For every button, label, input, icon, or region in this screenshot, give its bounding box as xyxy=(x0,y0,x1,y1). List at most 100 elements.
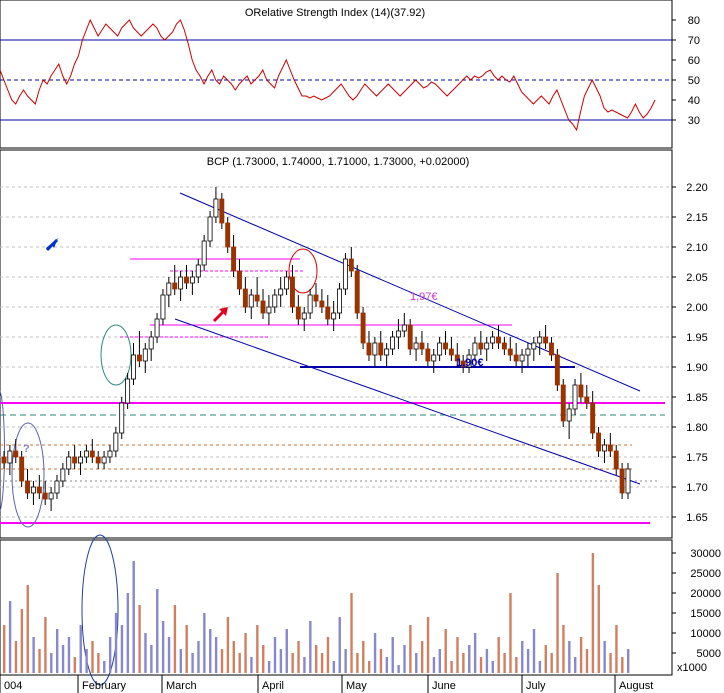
volume-bar xyxy=(367,661,371,673)
price-tick-label: 2.20 xyxy=(686,182,707,194)
candle-up xyxy=(266,306,272,314)
candle-up xyxy=(484,342,490,350)
volume-bar xyxy=(344,649,347,673)
candle-up xyxy=(413,342,419,350)
candle-up xyxy=(372,342,378,356)
rsi-tick-label: 70 xyxy=(688,35,700,47)
candle-down xyxy=(313,294,319,302)
price-tick-label: 2.15 xyxy=(686,212,707,224)
question-mark-label: ? xyxy=(23,443,30,455)
volume-bar xyxy=(3,625,6,673)
volume-bar xyxy=(485,649,489,673)
candle-down xyxy=(1,456,7,464)
volume-bar xyxy=(120,625,124,673)
volume-bar xyxy=(303,657,306,673)
candle-down xyxy=(36,486,42,494)
level-190-label: 1,90€ xyxy=(456,357,484,369)
candle-down xyxy=(584,396,590,404)
candle-down xyxy=(354,270,360,314)
volume-bar xyxy=(350,593,353,673)
volume-bar xyxy=(338,617,341,673)
volume-bar xyxy=(256,625,259,673)
volume-bar xyxy=(44,617,47,673)
volume-bar xyxy=(456,637,459,673)
rsi-tick-label: 30 xyxy=(688,115,700,127)
candle-down xyxy=(184,276,189,284)
candle-up xyxy=(54,480,60,494)
volume-bar xyxy=(532,629,536,673)
candle-down xyxy=(507,348,513,356)
volume-unit-label: x1000 xyxy=(677,662,707,674)
candle-down xyxy=(325,306,331,320)
volume-bar xyxy=(379,649,383,673)
candle-up xyxy=(66,456,72,470)
volume-tick-label: 15000 xyxy=(690,608,721,620)
volume-bar xyxy=(214,637,218,673)
volume-bar xyxy=(326,637,330,673)
volume-bar xyxy=(521,641,524,673)
candle-up xyxy=(537,336,543,344)
volume-bar xyxy=(161,621,165,673)
volume-bar xyxy=(627,649,630,673)
candle-down xyxy=(25,480,31,494)
candle-down xyxy=(560,384,566,422)
candle-down xyxy=(89,450,95,458)
highlight-ellipse-feb xyxy=(100,324,132,386)
candle-up xyxy=(48,492,54,500)
candle-down xyxy=(231,246,237,272)
candle-up xyxy=(472,342,478,356)
candle-up xyxy=(166,282,172,296)
volume-tick-label: 25000 xyxy=(690,568,721,580)
price-candles xyxy=(1,187,631,511)
candle-up xyxy=(195,264,201,278)
volume-bar xyxy=(132,561,135,673)
volume-bar xyxy=(238,653,241,673)
candle-down xyxy=(607,444,613,452)
volume-bar xyxy=(438,649,442,673)
candle-down xyxy=(596,432,602,452)
candle-up xyxy=(154,318,160,338)
candle-up xyxy=(60,468,66,482)
price-axis: 2.20 2.15 2.10 2.05 2.00 1.95 1.90 1.85 1.80 1.75… xyxy=(672,182,708,524)
volume-bar xyxy=(556,573,559,673)
volume-bar xyxy=(550,653,553,673)
volume-bar xyxy=(209,629,212,673)
candle-up xyxy=(78,456,83,464)
volume-bar xyxy=(156,589,159,673)
candle-down xyxy=(219,198,225,224)
volume-bar xyxy=(432,657,436,673)
candle-down xyxy=(237,270,242,290)
volume-bar xyxy=(32,637,35,673)
candle-down xyxy=(242,288,248,308)
candle-down xyxy=(613,450,619,470)
candle-up xyxy=(272,294,278,308)
volume-bar xyxy=(150,645,153,673)
candle-up xyxy=(431,354,437,362)
candle-up xyxy=(401,324,407,332)
volume-bar xyxy=(373,633,377,673)
candle-up xyxy=(248,294,254,308)
channel-lower xyxy=(174,318,641,485)
candle-up xyxy=(307,294,313,314)
candle-up xyxy=(395,330,401,338)
candle-down xyxy=(72,456,78,464)
volume-bar xyxy=(356,653,359,673)
volume-bar xyxy=(55,629,59,673)
volume-bar xyxy=(185,625,188,673)
volume-bar xyxy=(232,641,235,673)
volume-bar xyxy=(621,657,624,673)
x-tick-label: May xyxy=(346,680,367,692)
candle-up xyxy=(7,450,13,464)
price-overlays xyxy=(0,192,665,528)
highlight-ellipse-april xyxy=(288,248,318,294)
volume-bar xyxy=(220,649,224,673)
candle-up xyxy=(466,354,472,368)
candle-up xyxy=(525,348,531,356)
volume-bar xyxy=(20,609,24,673)
candle-up xyxy=(213,198,219,218)
volume-bar xyxy=(468,645,471,673)
candle-up xyxy=(342,258,348,290)
x-tick-label: August xyxy=(619,680,653,692)
price-tick-label: 2.00 xyxy=(686,302,707,314)
candle-down xyxy=(460,360,466,368)
